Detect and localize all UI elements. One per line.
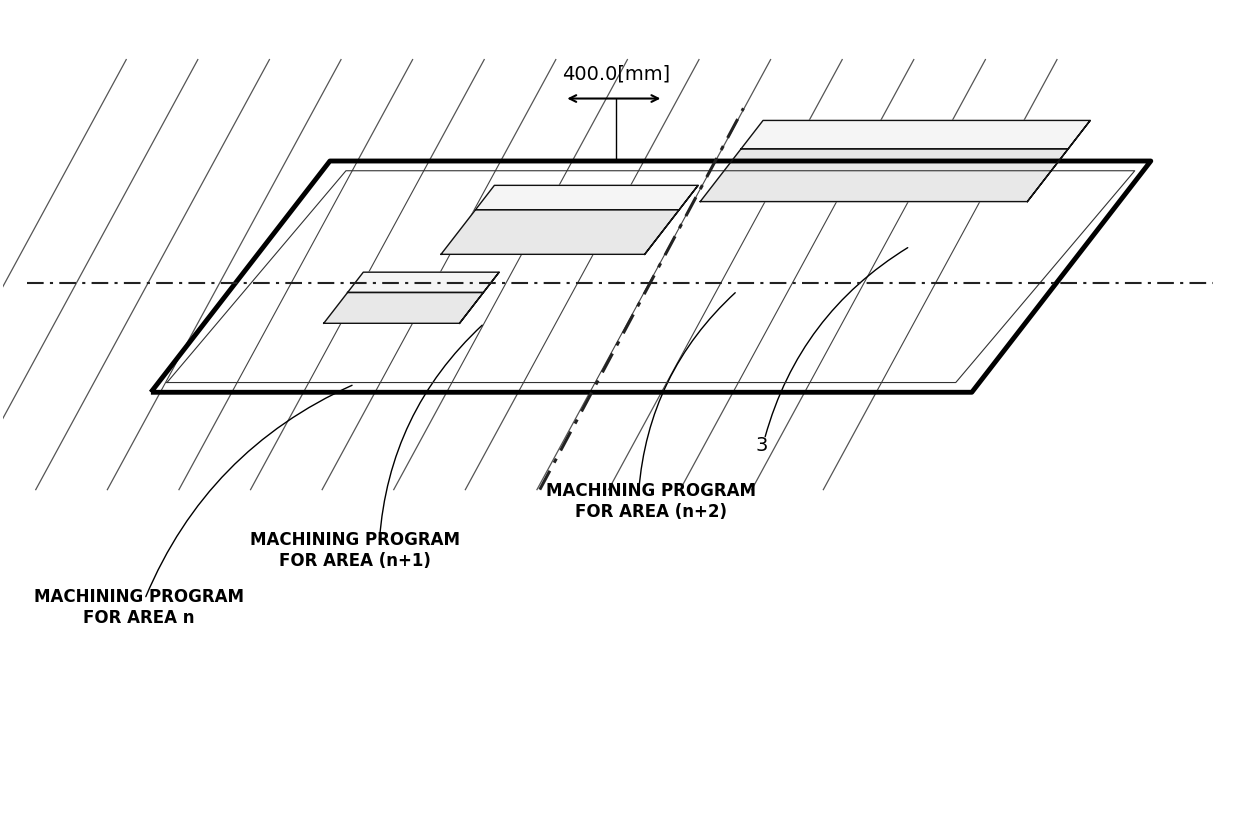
Polygon shape [324,292,484,324]
Polygon shape [476,185,698,210]
Polygon shape [460,272,498,324]
Text: 3: 3 [755,435,768,454]
Polygon shape [645,185,698,254]
Polygon shape [1028,120,1090,202]
Polygon shape [441,210,680,254]
Polygon shape [151,161,1151,392]
Text: MACHINING PROGRAM
FOR AREA n: MACHINING PROGRAM FOR AREA n [33,588,243,627]
Polygon shape [701,149,1068,202]
Polygon shape [742,120,1090,149]
Polygon shape [347,272,498,292]
Text: MACHINING PROGRAM
FOR AREA (n+1): MACHINING PROGRAM FOR AREA (n+1) [249,531,460,570]
Text: 400.0[mm]: 400.0[mm] [562,65,671,83]
Text: MACHINING PROGRAM
FOR AREA (n+2): MACHINING PROGRAM FOR AREA (n+2) [546,482,756,521]
